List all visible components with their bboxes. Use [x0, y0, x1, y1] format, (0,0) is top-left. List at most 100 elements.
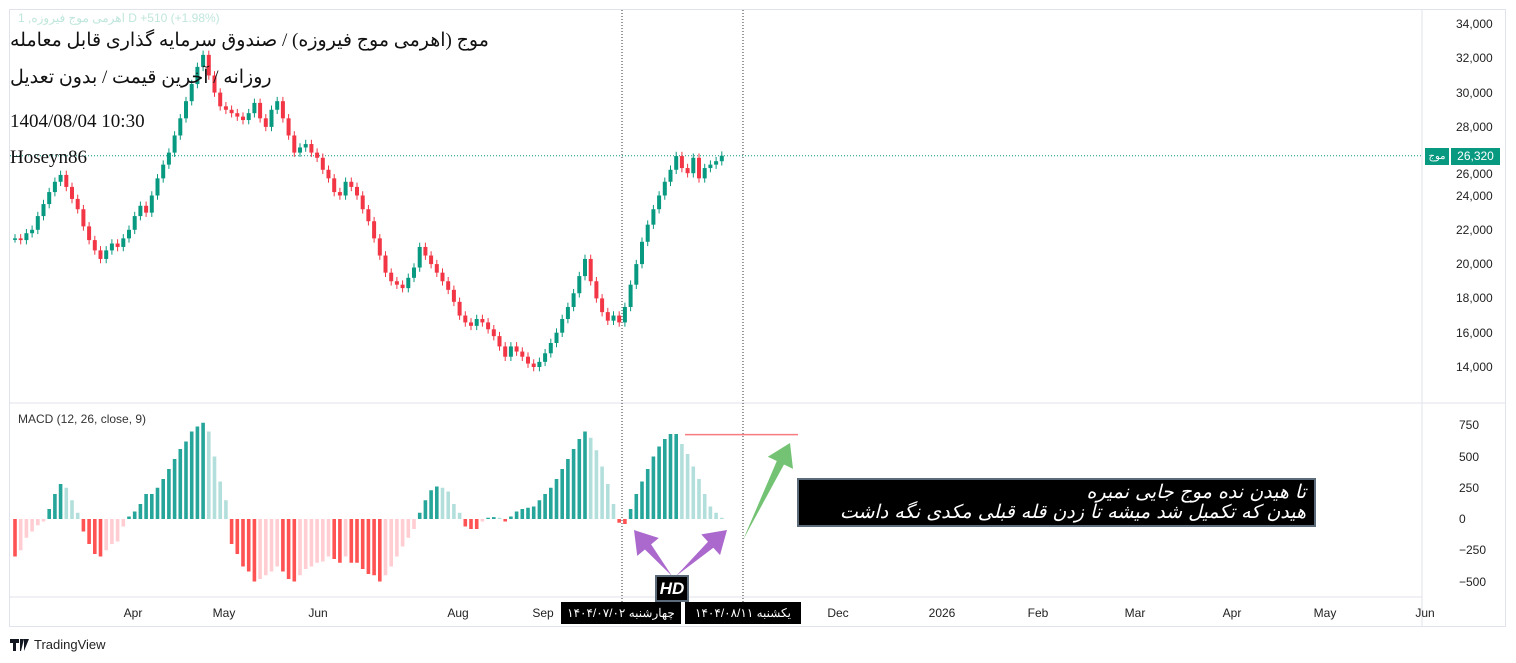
candle-body — [583, 258, 587, 277]
candle-body — [252, 102, 257, 114]
candle-body — [98, 250, 103, 259]
macd-bar — [566, 459, 570, 519]
annotation-box[interactable]: تا هیدن نده موج جایی نمیره هیدن که تکمیل… — [797, 478, 1316, 527]
candle-body — [286, 118, 291, 136]
candle-body — [377, 238, 382, 256]
candle-body — [366, 209, 371, 222]
macd-bar — [235, 519, 240, 554]
macd-bar — [366, 519, 371, 574]
candle-body — [491, 329, 496, 337]
candle-body — [184, 101, 188, 119]
macd-bar — [486, 517, 490, 519]
macd-bar — [212, 456, 217, 519]
candle-body — [451, 289, 456, 302]
chart-subtitle: روزانه / آخرین قیمت / بدون تعدیل — [10, 67, 272, 88]
candle-body — [138, 205, 143, 217]
price-tick: 22,000 — [1456, 222, 1493, 237]
candle-body — [75, 198, 80, 210]
macd-bar — [121, 519, 126, 527]
candle-body — [121, 238, 126, 247]
candle-body — [440, 272, 445, 282]
macd-bar — [543, 494, 547, 519]
candle-body — [668, 169, 673, 182]
macd-bar — [246, 519, 251, 572]
macd-bar — [127, 516, 131, 519]
candle-body — [571, 293, 576, 307]
candle-body — [132, 216, 137, 230]
candle-body — [372, 221, 377, 239]
candle-body — [708, 164, 713, 169]
macd-bar — [218, 481, 222, 519]
macd-bar — [412, 519, 416, 529]
candle-body — [35, 216, 40, 230]
candle-body — [702, 168, 707, 179]
macd-bar — [588, 437, 593, 519]
candle-body — [178, 118, 183, 136]
candle-body — [526, 356, 530, 364]
macd-bar — [161, 479, 165, 519]
price-tick: 24,000 — [1456, 188, 1493, 203]
macd-bar — [264, 519, 268, 576]
macd-bar — [178, 449, 183, 519]
price-tick: 20,000 — [1456, 257, 1493, 272]
macd-bar — [497, 517, 502, 519]
macd-bar — [554, 479, 559, 519]
candle-body — [161, 164, 166, 179]
candle-body — [645, 224, 650, 242]
candle-body — [223, 106, 228, 110]
macd-bar — [184, 441, 188, 519]
price-tick: 30,000 — [1456, 85, 1493, 100]
candle-body — [172, 135, 177, 153]
candle-body — [588, 258, 593, 282]
candle-body — [241, 116, 245, 121]
candle-body — [565, 306, 570, 319]
macd-bar — [47, 509, 51, 519]
tradingview-logo[interactable]: TradingView — [10, 637, 106, 652]
macd-bar — [600, 466, 604, 519]
macd-bar — [53, 494, 57, 519]
macd-bar — [30, 519, 34, 532]
macd-bar — [378, 519, 382, 582]
candle-body — [155, 178, 160, 196]
macd-bar — [623, 519, 627, 524]
price-tick: 32,000 — [1456, 51, 1493, 66]
macd-bar — [201, 422, 205, 519]
time-tick: Mar — [1124, 606, 1146, 620]
macd-bar — [628, 509, 633, 519]
candle-body — [600, 298, 605, 313]
macd-bar — [429, 490, 433, 519]
candle-body — [417, 246, 422, 268]
candle-body — [628, 284, 633, 307]
macd-bar — [457, 512, 462, 519]
candle-body — [406, 277, 411, 289]
macd-bar — [281, 519, 285, 572]
macd-bar — [298, 519, 302, 576]
macd-bar — [446, 491, 450, 519]
macd-bar — [229, 519, 234, 544]
macd-bar — [36, 519, 40, 526]
candle-body — [127, 229, 131, 239]
candle-body — [605, 312, 610, 321]
candle-body — [423, 246, 428, 256]
macd-bar — [514, 511, 519, 519]
macd-bar — [110, 519, 114, 544]
hd-label[interactable]: HD — [655, 575, 689, 602]
macd-bar — [663, 439, 667, 519]
candle-body — [303, 144, 308, 148]
macd-bar — [520, 509, 525, 519]
macd-bar — [549, 487, 553, 519]
macd-bar — [423, 500, 428, 519]
candle-body — [662, 181, 667, 196]
date-marker-1: چهارشنبه ۱۴۰۴/۰۷/۰۲ — [561, 602, 681, 624]
chart-frame[interactable] — [9, 9, 1506, 627]
candle-body — [640, 241, 644, 265]
macd-bar — [303, 519, 308, 569]
macd-bar — [651, 456, 656, 519]
macd-bar — [611, 504, 616, 519]
candle-body — [508, 346, 513, 357]
candle-body — [400, 284, 405, 289]
chart-title: موج (اهرمی موج فیروزه) / صندوق سرمایه گذ… — [10, 30, 489, 51]
candle-body — [149, 195, 154, 213]
candle-body — [497, 336, 502, 347]
